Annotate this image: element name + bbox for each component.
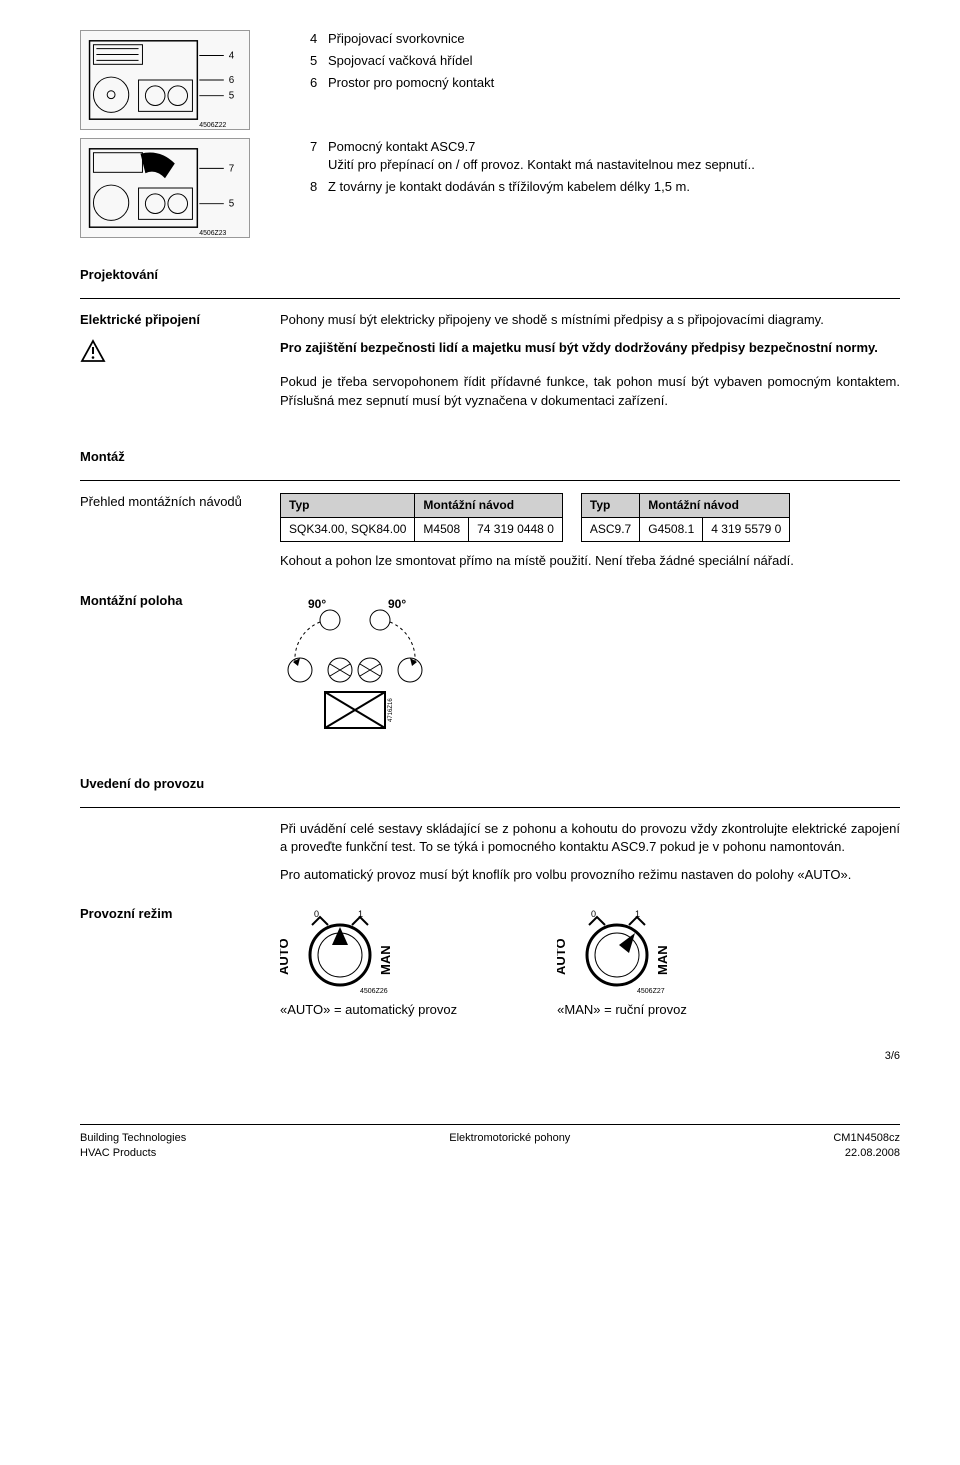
warning-row: Pro zajištění bezpečnosti lidí a majetku… <box>80 339 900 363</box>
uvedeni-block: Při uvádění celé sestavy skládající se z… <box>80 820 900 895</box>
legend-2: 7Pomocný kontakt ASC9.7 Užití pro přepín… <box>310 138 900 201</box>
side-label: Přehled montážních návodů <box>80 493 280 580</box>
footer-right: CM1N4508cz 22.08.2008 <box>833 1131 900 1160</box>
divider <box>80 480 900 481</box>
th: Montážní návod <box>415 493 562 517</box>
footer-center: Elektromotorické pohony <box>449 1131 570 1160</box>
svg-text:90°: 90° <box>308 597 326 611</box>
th: Typ <box>281 493 415 517</box>
side-label: Provozní režim <box>80 905 280 1019</box>
knob-auto: AUTO MAN 0 1 4506Z26 «AUTO» = automatick… <box>280 905 457 1019</box>
section-heading-uvedeni: Uvedení do provozu <box>80 775 900 793</box>
td: 74 319 0448 0 <box>469 517 563 541</box>
svg-text:4506Z26: 4506Z26 <box>360 988 388 995</box>
footer-text: CM1N4508cz <box>833 1131 900 1145</box>
projektovani-block-2: Pokud je třeba servopohonem řídit přídav… <box>80 373 900 419</box>
svg-text:0: 0 <box>314 909 319 919</box>
svg-text:6: 6 <box>229 75 235 86</box>
provozni-rezim: Provozní režim AUTO MAN 0 1 4506Z26 «AUT… <box>80 905 900 1019</box>
legend-num: 6 <box>310 74 328 92</box>
table-1: TypMontážní návod SQK34.00, SQK84.00M450… <box>280 493 563 542</box>
svg-text:4716Z16: 4716Z16 <box>388 697 394 721</box>
table-2: TypMontážní návod ASC9.7G4508.14 319 557… <box>581 493 790 542</box>
legend-text: Připojovací svorkovnice <box>328 30 900 48</box>
projektovani-block: Elektrické připojení Pohony musí být ele… <box>80 311 900 339</box>
td: M4508 <box>415 517 469 541</box>
paragraph: Kohout a pohon lze smontovat přímo na mí… <box>280 552 900 570</box>
paragraph: Při uvádění celé sestavy skládající se z… <box>280 820 900 856</box>
figure-2: 7 5 4506Z23 <box>80 138 280 238</box>
warning-icon <box>80 339 280 363</box>
svg-text:1: 1 <box>635 909 640 919</box>
footer-text: Building Technologies <box>80 1131 186 1145</box>
footer-text: HVAC Products <box>80 1146 186 1160</box>
legend-text: Z továrny je kontakt dodáván s třížilový… <box>328 178 900 196</box>
mounting-position-svg: 90° 90° 4716Z16 <box>280 592 450 742</box>
svg-text:5: 5 <box>229 199 235 210</box>
footer-text: 22.08.2008 <box>833 1146 900 1160</box>
svg-text:90°: 90° <box>388 597 406 611</box>
legend-text: Prostor pro pomocný kontakt <box>328 74 900 92</box>
svg-text:AUTO: AUTO <box>557 938 568 975</box>
page-number: 3/6 <box>80 1049 900 1064</box>
fig1-svg: 4 6 5 4506Z22 <box>81 31 249 129</box>
svg-text:MAN: MAN <box>655 945 670 975</box>
warning-text: Pro zajištění bezpečnosti lidí a majetku… <box>280 339 900 363</box>
legend-num: 7 <box>310 138 328 174</box>
paragraph: Pro automatický provoz musí být knoflík … <box>280 866 900 884</box>
th: Typ <box>581 493 639 517</box>
legend-num: 4 <box>310 30 328 48</box>
legend-1: 4Připojovací svorkovnice 5Spojovací vačk… <box>310 30 900 97</box>
section-heading-projektovani: Projektování <box>80 266 900 284</box>
divider <box>80 298 900 299</box>
auto-caption: «AUTO» = automatický provoz <box>280 1001 457 1019</box>
side-label: Elektrické připojení <box>80 311 280 339</box>
fig2-svg: 7 5 4506Z23 <box>81 139 249 237</box>
footer-left: Building Technologies HVAC Products <box>80 1131 186 1160</box>
knob-man: AUTO MAN 0 1 4506Z27 «MAN» = ruční provo… <box>557 905 687 1019</box>
side-label: Montážní poloha <box>80 592 280 747</box>
legend-text: Spojovací vačková hřídel <box>328 52 900 70</box>
figure-row-1: 4 6 5 4506Z22 4Připojovací svorkovnice 5… <box>80 30 900 130</box>
section-heading-montaz: Montáž <box>80 448 900 466</box>
svg-text:AUTO: AUTO <box>280 938 291 975</box>
svg-text:4: 4 <box>229 50 235 61</box>
figure-1: 4 6 5 4506Z22 <box>80 30 280 130</box>
svg-text:MAN: MAN <box>378 945 393 975</box>
svg-text:7: 7 <box>229 163 234 174</box>
fig1-caption: 4506Z22 <box>199 122 226 129</box>
footer: Building Technologies HVAC Products Elek… <box>80 1124 900 1160</box>
svg-text:0: 0 <box>591 909 596 919</box>
svg-text:5: 5 <box>229 91 235 102</box>
paragraph: Pokud je třeba servopohonem řídit přídav… <box>280 373 900 409</box>
th: Montážní návod <box>640 493 790 517</box>
paragraph: Pohony musí být elektricky připojeny ve … <box>280 311 900 329</box>
footer-text: Elektromotorické pohony <box>449 1131 570 1145</box>
svg-text:4506Z27: 4506Z27 <box>637 988 665 995</box>
legend-num: 5 <box>310 52 328 70</box>
legend-text: Pomocný kontakt ASC9.7 Užití pro přepína… <box>328 138 900 174</box>
divider <box>80 807 900 808</box>
td: SQK34.00, SQK84.00 <box>281 517 415 541</box>
fig2-caption: 4506Z23 <box>199 230 226 237</box>
montaz-tables: Přehled montážních návodů TypMontážní ná… <box>80 493 900 580</box>
figure-row-2: 7 5 4506Z23 7Pomocný kontakt ASC9.7 Užit… <box>80 138 900 238</box>
legend-num: 8 <box>310 178 328 196</box>
td: 4 319 5579 0 <box>703 517 790 541</box>
svg-text:1: 1 <box>358 909 363 919</box>
td: ASC9.7 <box>581 517 639 541</box>
montaz-poloha: Montážní poloha 90° 90° 4716Z16 <box>80 592 900 747</box>
man-caption: «MAN» = ruční provoz <box>557 1001 687 1019</box>
td: G4508.1 <box>640 517 703 541</box>
